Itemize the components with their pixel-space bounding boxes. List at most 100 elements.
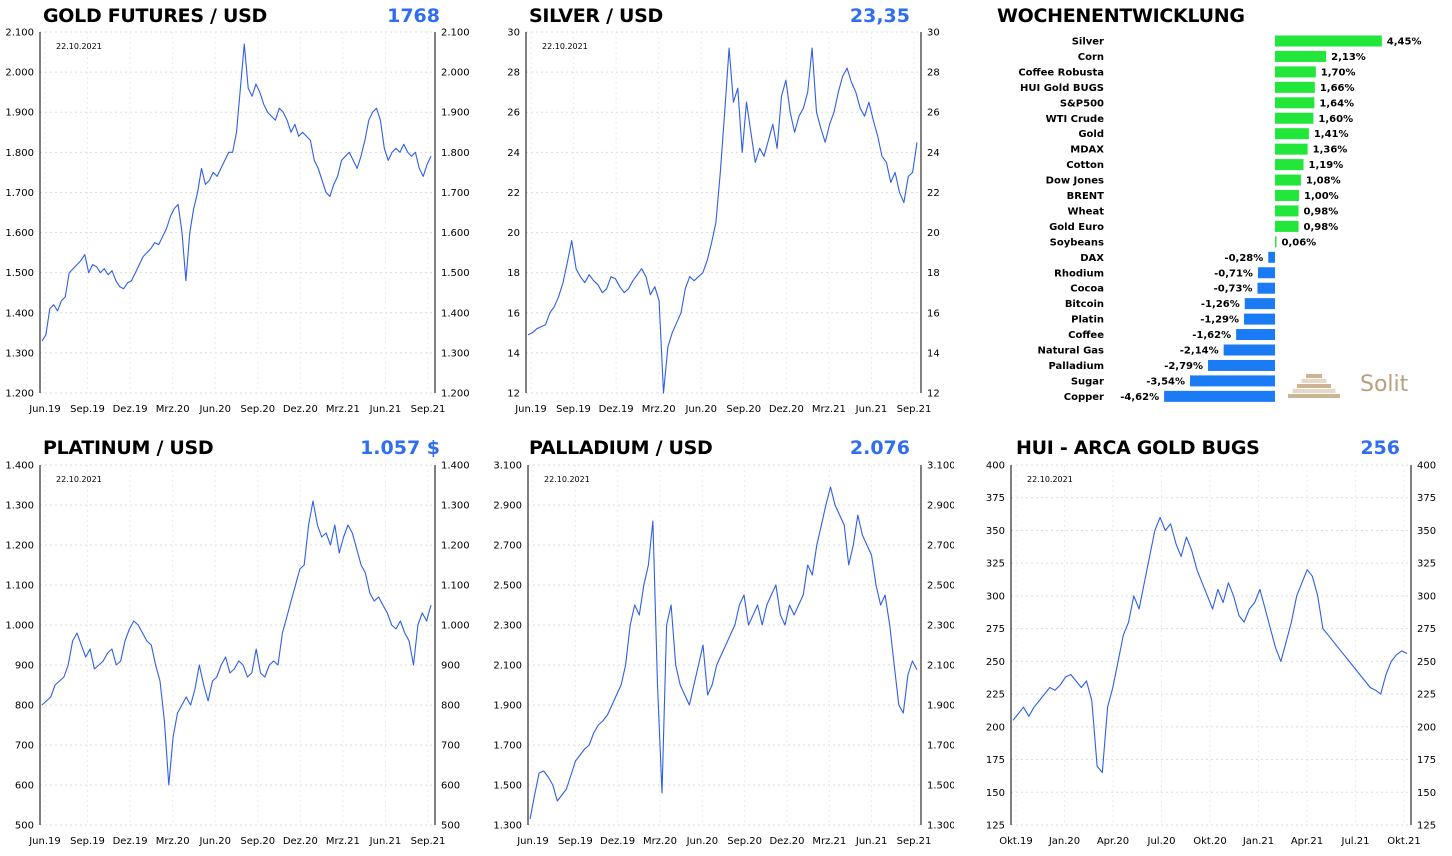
y-tick-label-left: 1.600 <box>5 228 34 239</box>
y-tick-label-left: 325 <box>986 559 1005 570</box>
x-tick-label: Dez.20 <box>769 404 804 415</box>
bar-value-label: 0,98% <box>1304 206 1339 217</box>
x-tick-label: Mrz.21 <box>326 404 360 415</box>
x-tick-label: Mrz.20 <box>156 404 190 415</box>
y-tick-label-right: 2.700 <box>927 541 954 552</box>
x-tick-label: Jul.21 <box>1341 836 1370 847</box>
bar-category-label: Sugar <box>1071 376 1104 387</box>
y-tick-label-left: 125 <box>986 821 1005 832</box>
bar-4 <box>1275 97 1315 109</box>
price-series-line <box>527 47 918 394</box>
bar-value-label: 1,36% <box>1313 145 1348 156</box>
y-tick-label-right: 500 <box>441 821 460 832</box>
bar-value-label: 1,70% <box>1321 67 1356 78</box>
bar-19 <box>1236 329 1275 341</box>
palladium-chart-panel: PALLADIUM / USD 2.076 1.300 1.300 1.500 1.5… <box>484 432 954 856</box>
bar-8 <box>1275 159 1304 171</box>
y-tick-label-left: 150 <box>986 788 1005 799</box>
x-tick-label: Mrz.20 <box>643 836 677 847</box>
y-tick-label-right: 26 <box>927 108 940 119</box>
bar-category-label: WTI Crude <box>1046 114 1105 125</box>
platinum-chart-value: 1.057 $ <box>360 437 440 459</box>
bar-value-label: 4,45% <box>1387 37 1422 48</box>
y-tick-label-right: 3.100 <box>927 461 954 472</box>
logo-pyramid-step <box>1288 394 1340 398</box>
y-tick-label-right: 24 <box>927 148 940 159</box>
y-tick-label-left: 900 <box>15 661 34 672</box>
hui-chart-panel: HUI - ARCA GOLD BUGS 256 125 125 150 150 175… <box>968 432 1452 856</box>
y-tick-label-left: 300 <box>986 591 1005 602</box>
x-tick-label: Mrz.21 <box>812 836 846 847</box>
y-tick-label-left: 2.000 <box>5 68 34 79</box>
y-tick-label-left: 1.300 <box>493 821 522 832</box>
x-tick-label: Okt.21 <box>1387 836 1421 847</box>
chart-date-label: 22.10.2021 <box>56 42 102 51</box>
y-tick-label-right: 900 <box>441 661 460 672</box>
y-tick-label-left: 600 <box>15 781 34 792</box>
bar-value-label: 1,64% <box>1319 98 1354 109</box>
y-tick-label-left: 20 <box>507 228 520 239</box>
y-tick-label-right: 1.200 <box>441 541 470 552</box>
palladium-chart-value: 2.076 <box>849 437 910 459</box>
logo-pyramid-step <box>1292 389 1336 393</box>
y-tick-label-left: 200 <box>986 722 1005 733</box>
y-tick-label-right: 1.500 <box>927 781 954 792</box>
x-tick-label: Jun.19 <box>28 836 61 847</box>
x-tick-label: Sep.21 <box>897 404 932 415</box>
bar-value-label: -3,54% <box>1146 376 1185 387</box>
y-tick-label-right: 1.400 <box>441 308 470 319</box>
bar-value-label: 1,19% <box>1309 160 1344 171</box>
x-tick-label: Okt.19 <box>999 836 1033 847</box>
y-tick-label-right: 28 <box>927 68 940 79</box>
y-tick-label-right: 200 <box>1417 722 1436 733</box>
x-tick-label: Dez.19 <box>113 836 148 847</box>
y-tick-label-left: 14 <box>507 348 520 359</box>
bar-0 <box>1275 35 1382 47</box>
y-tick-label-right: 18 <box>927 268 940 279</box>
bar-category-label: Corn <box>1078 52 1104 63</box>
y-tick-label-right: 325 <box>1417 559 1436 570</box>
x-tick-label: Sep.21 <box>411 836 446 847</box>
y-tick-label-right: 400 <box>1417 461 1436 472</box>
x-tick-label: Jun.20 <box>198 836 231 847</box>
y-tick-label-left: 1.800 <box>5 148 34 159</box>
bar-20 <box>1223 344 1275 356</box>
y-tick-label-left: 1.700 <box>5 188 34 199</box>
bar-category-label: Wheat <box>1068 206 1105 217</box>
bar-5 <box>1275 112 1314 124</box>
weekly-performance-panel: WOCHENENTWICKLUNG Silver 4,45% Corn 2,13% Co… <box>968 0 1452 420</box>
y-tick-label-left: 400 <box>986 461 1005 472</box>
x-tick-label: Sep.20 <box>240 836 275 847</box>
x-tick-label: Sep.21 <box>411 404 446 415</box>
palladium-chart-svg: 1.300 1.300 1.500 1.500 1.700 1.700 1.900 1.900… <box>493 461 954 848</box>
y-tick-label-right: 1.100 <box>441 581 470 592</box>
y-tick-label-right: 1.500 <box>441 268 470 279</box>
gold-chart-title: GOLD FUTURES / USD <box>43 5 267 27</box>
y-tick-label-left: 250 <box>986 657 1005 668</box>
platinum-chart-panel: PLATINUM / USD 1.057 $ 500 500 600 600 700 70… <box>0 432 470 856</box>
bar-9 <box>1275 174 1301 186</box>
bar-17 <box>1244 298 1275 310</box>
y-tick-label-right: 150 <box>1417 788 1436 799</box>
x-tick-label: Jun.21 <box>369 836 402 847</box>
x-tick-label: Jun.20 <box>684 404 717 415</box>
y-tick-label-left: 2.100 <box>5 28 34 39</box>
y-tick-label-right: 16 <box>927 308 940 319</box>
y-tick-label-right: 300 <box>1417 591 1436 602</box>
x-tick-label: Jun.20 <box>686 836 719 847</box>
silver-chart-panel: SILVER / USD 23,35 12 12 14 14 16 16 18 18 20 20 2… <box>484 0 954 420</box>
bar-value-label: -1,26% <box>1201 299 1240 310</box>
y-tick-label-left: 1.500 <box>5 268 34 279</box>
y-tick-label-right: 1.200 <box>441 389 470 400</box>
y-tick-label-right: 1.300 <box>441 348 470 359</box>
hui-chart-value: 256 <box>1360 437 1400 459</box>
y-tick-label-right: 700 <box>441 741 460 752</box>
silver-chart-value: 23,35 <box>849 5 910 27</box>
bar-category-label: Palladium <box>1048 361 1104 372</box>
platinum-chart-svg: 500 500 600 600 700 700 800 800 900 900 1.000 1.000… <box>5 461 470 848</box>
y-tick-label-right: 2.000 <box>441 68 470 79</box>
bar-value-label: -4,62% <box>1120 392 1159 403</box>
y-tick-label-right: 250 <box>1417 657 1436 668</box>
y-tick-label-left: 24 <box>507 148 520 159</box>
y-tick-label-right: 1.700 <box>441 188 470 199</box>
